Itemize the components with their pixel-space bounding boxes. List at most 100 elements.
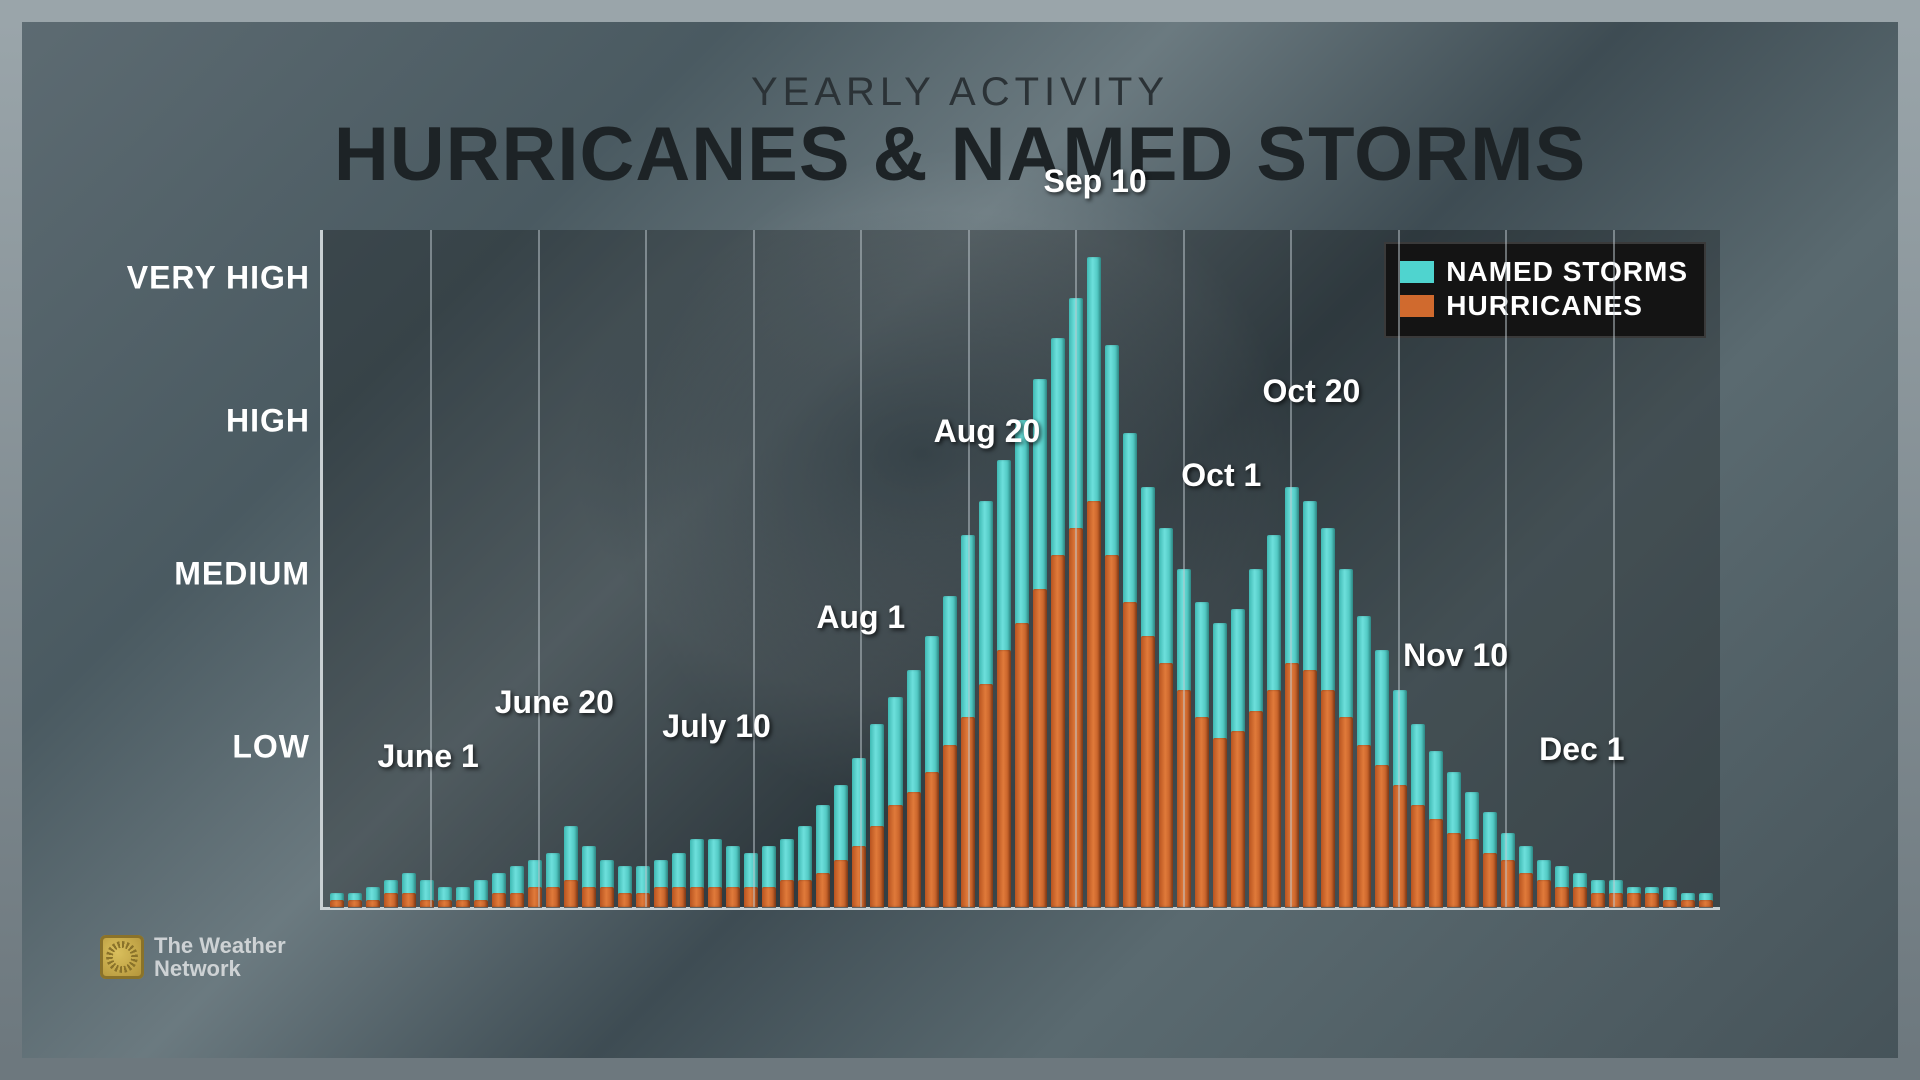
bar-hurricanes [943,745,957,907]
bar-hurricanes [762,887,776,907]
chart-titles: YEARLY ACTIVITY HURRICANES & NAMED STORM… [0,70,1920,198]
bar-hurricanes [1339,717,1353,907]
bar-column [1320,230,1336,907]
bar-column [545,230,561,907]
bar-column [1338,230,1354,907]
logo-globe-icon [100,935,144,979]
bar-hurricanes [366,900,380,907]
bar-column [833,230,849,907]
bar-column [869,230,885,907]
bar-column [924,230,940,907]
legend: NAMED STORMS HURRICANES [1384,242,1706,338]
bar-column [887,230,903,907]
gridline [1613,230,1615,907]
bar-column [1302,230,1318,907]
bar-column [455,230,471,907]
bar-hurricanes [1519,873,1533,907]
bar-hurricanes [1699,900,1713,907]
bar-column [1140,230,1156,907]
chart-annotation: Oct 1 [1181,457,1261,494]
bar-hurricanes [870,826,884,907]
chart-annotation: Aug 1 [816,599,905,636]
bar-column [1014,230,1030,907]
bar-hurricanes [438,900,452,907]
bar-hurricanes [654,887,668,907]
bar-column [978,230,994,907]
bar-hurricanes [1483,853,1497,907]
bar-hurricanes [1357,745,1371,907]
legend-swatch-hurr [1400,295,1434,317]
bar-hurricanes [546,887,560,907]
bar-hurricanes [1267,690,1281,907]
bar-hurricanes [798,880,812,907]
bar-column [401,230,417,907]
bar-column [617,230,633,907]
bar-hurricanes [600,887,614,907]
chart-annotation: Nov 10 [1403,637,1508,674]
bar-hurricanes [888,805,902,907]
bar-hurricanes [708,887,722,907]
bar-column [653,230,669,907]
bar-column [635,230,651,907]
bar-hurricanes [1555,887,1569,907]
bar-hurricanes [456,900,470,907]
y-axis-label: MEDIUM [174,555,310,592]
bar-hurricanes [528,887,542,907]
bar-hurricanes [1501,860,1515,907]
gridline [1290,230,1292,907]
bar-hurricanes [672,887,686,907]
bar-hurricanes [816,873,830,907]
gridline [860,230,862,907]
bar-hurricanes [1105,555,1119,907]
bar-hurricanes [834,860,848,907]
bar-column [581,230,597,907]
bar-column [779,230,795,907]
bar-hurricanes [1447,833,1461,907]
bar-column [491,230,507,907]
bar-hurricanes [1537,880,1551,907]
bar-column [707,230,723,907]
bar-hurricanes [1033,589,1047,907]
gridline [645,230,647,907]
gridline [430,230,432,907]
y-axis-label: LOW [232,729,310,766]
bar-hurricanes [636,893,650,907]
bar-hurricanes [1627,893,1641,907]
bar-hurricanes [907,792,921,907]
bar-hurricanes [1375,765,1389,907]
bar-column [1248,230,1264,907]
bar-column [671,230,687,907]
chart-annotation: Sep 10 [1044,163,1147,200]
bar-hurricanes [925,772,939,907]
y-axis-labels: VERY HIGHHIGHMEDIUMLOW [120,230,310,910]
bar-hurricanes [402,893,416,907]
bar-column [906,230,922,907]
chart-annotation: Oct 20 [1262,373,1360,410]
legend-swatch-named [1400,261,1434,283]
gridline [1183,230,1185,907]
plot-area: NAMED STORMS HURRICANES June 1June 20Jul… [320,230,1720,910]
bar-column [365,230,381,907]
bar-column [942,230,958,907]
bar-column [563,230,579,907]
gridline [968,230,970,907]
gridline [753,230,755,907]
bar-hurricanes [1303,670,1317,907]
bar-hurricanes [1465,839,1479,907]
chart-annotation: June 20 [495,684,614,721]
bar-hurricanes [1573,887,1587,907]
bar-hurricanes [726,887,740,907]
bar-column [743,230,759,907]
bar-column [509,230,525,907]
y-axis-label: VERY HIGH [127,260,310,297]
bar-column [1356,230,1372,907]
bar-hurricanes [492,893,506,907]
bar-column [347,230,363,907]
bar-column [419,230,435,907]
bar-column [1032,230,1048,907]
bar-column [1194,230,1210,907]
bar-hurricanes [690,887,704,907]
bar-column [383,230,399,907]
bar-column [1230,230,1246,907]
bar-column [797,230,813,907]
